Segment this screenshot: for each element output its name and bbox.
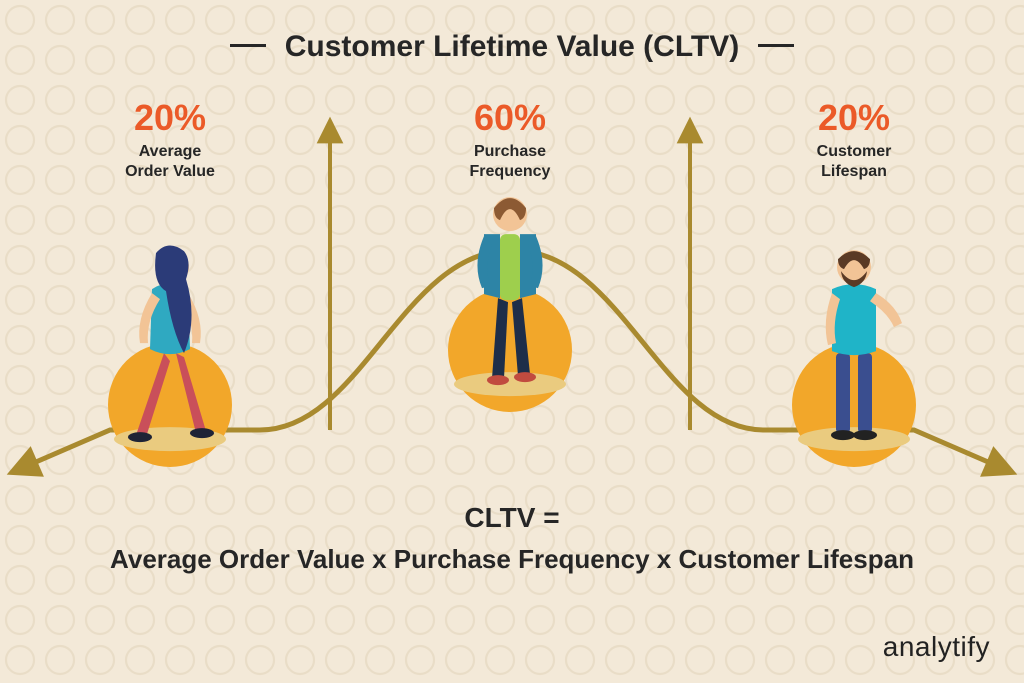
formula-expression: Average Order Value x Purchase Frequency…: [0, 542, 1024, 577]
metric-2-label: Purchase Frequency: [410, 142, 610, 182]
metric-1: 20% Average Order Value: [70, 100, 270, 182]
metric-3: 20% Customer Lifespan: [754, 100, 954, 182]
person-group-2: [448, 197, 572, 412]
disc-floor-3: [798, 427, 910, 451]
metric-2-percent: 60%: [410, 100, 610, 136]
person-group-3: [792, 250, 916, 467]
person-group-1: [108, 246, 232, 467]
disc-floor-2: [454, 372, 566, 396]
metric-1-percent: 20%: [70, 100, 270, 136]
metric-3-label: Customer Lifespan: [754, 142, 954, 182]
infographic-canvas: Customer Lifetime Value (CLTV): [0, 0, 1024, 683]
metric-3-percent: 20%: [754, 100, 954, 136]
metric-2: 60% Purchase Frequency: [410, 100, 610, 182]
formula-eq: CLTV =: [0, 502, 1024, 534]
metric-1-label: Average Order Value: [70, 142, 270, 182]
formula-block: CLTV = Average Order Value x Purchase Fr…: [0, 502, 1024, 577]
brand-logo-text: analytify: [883, 631, 990, 663]
